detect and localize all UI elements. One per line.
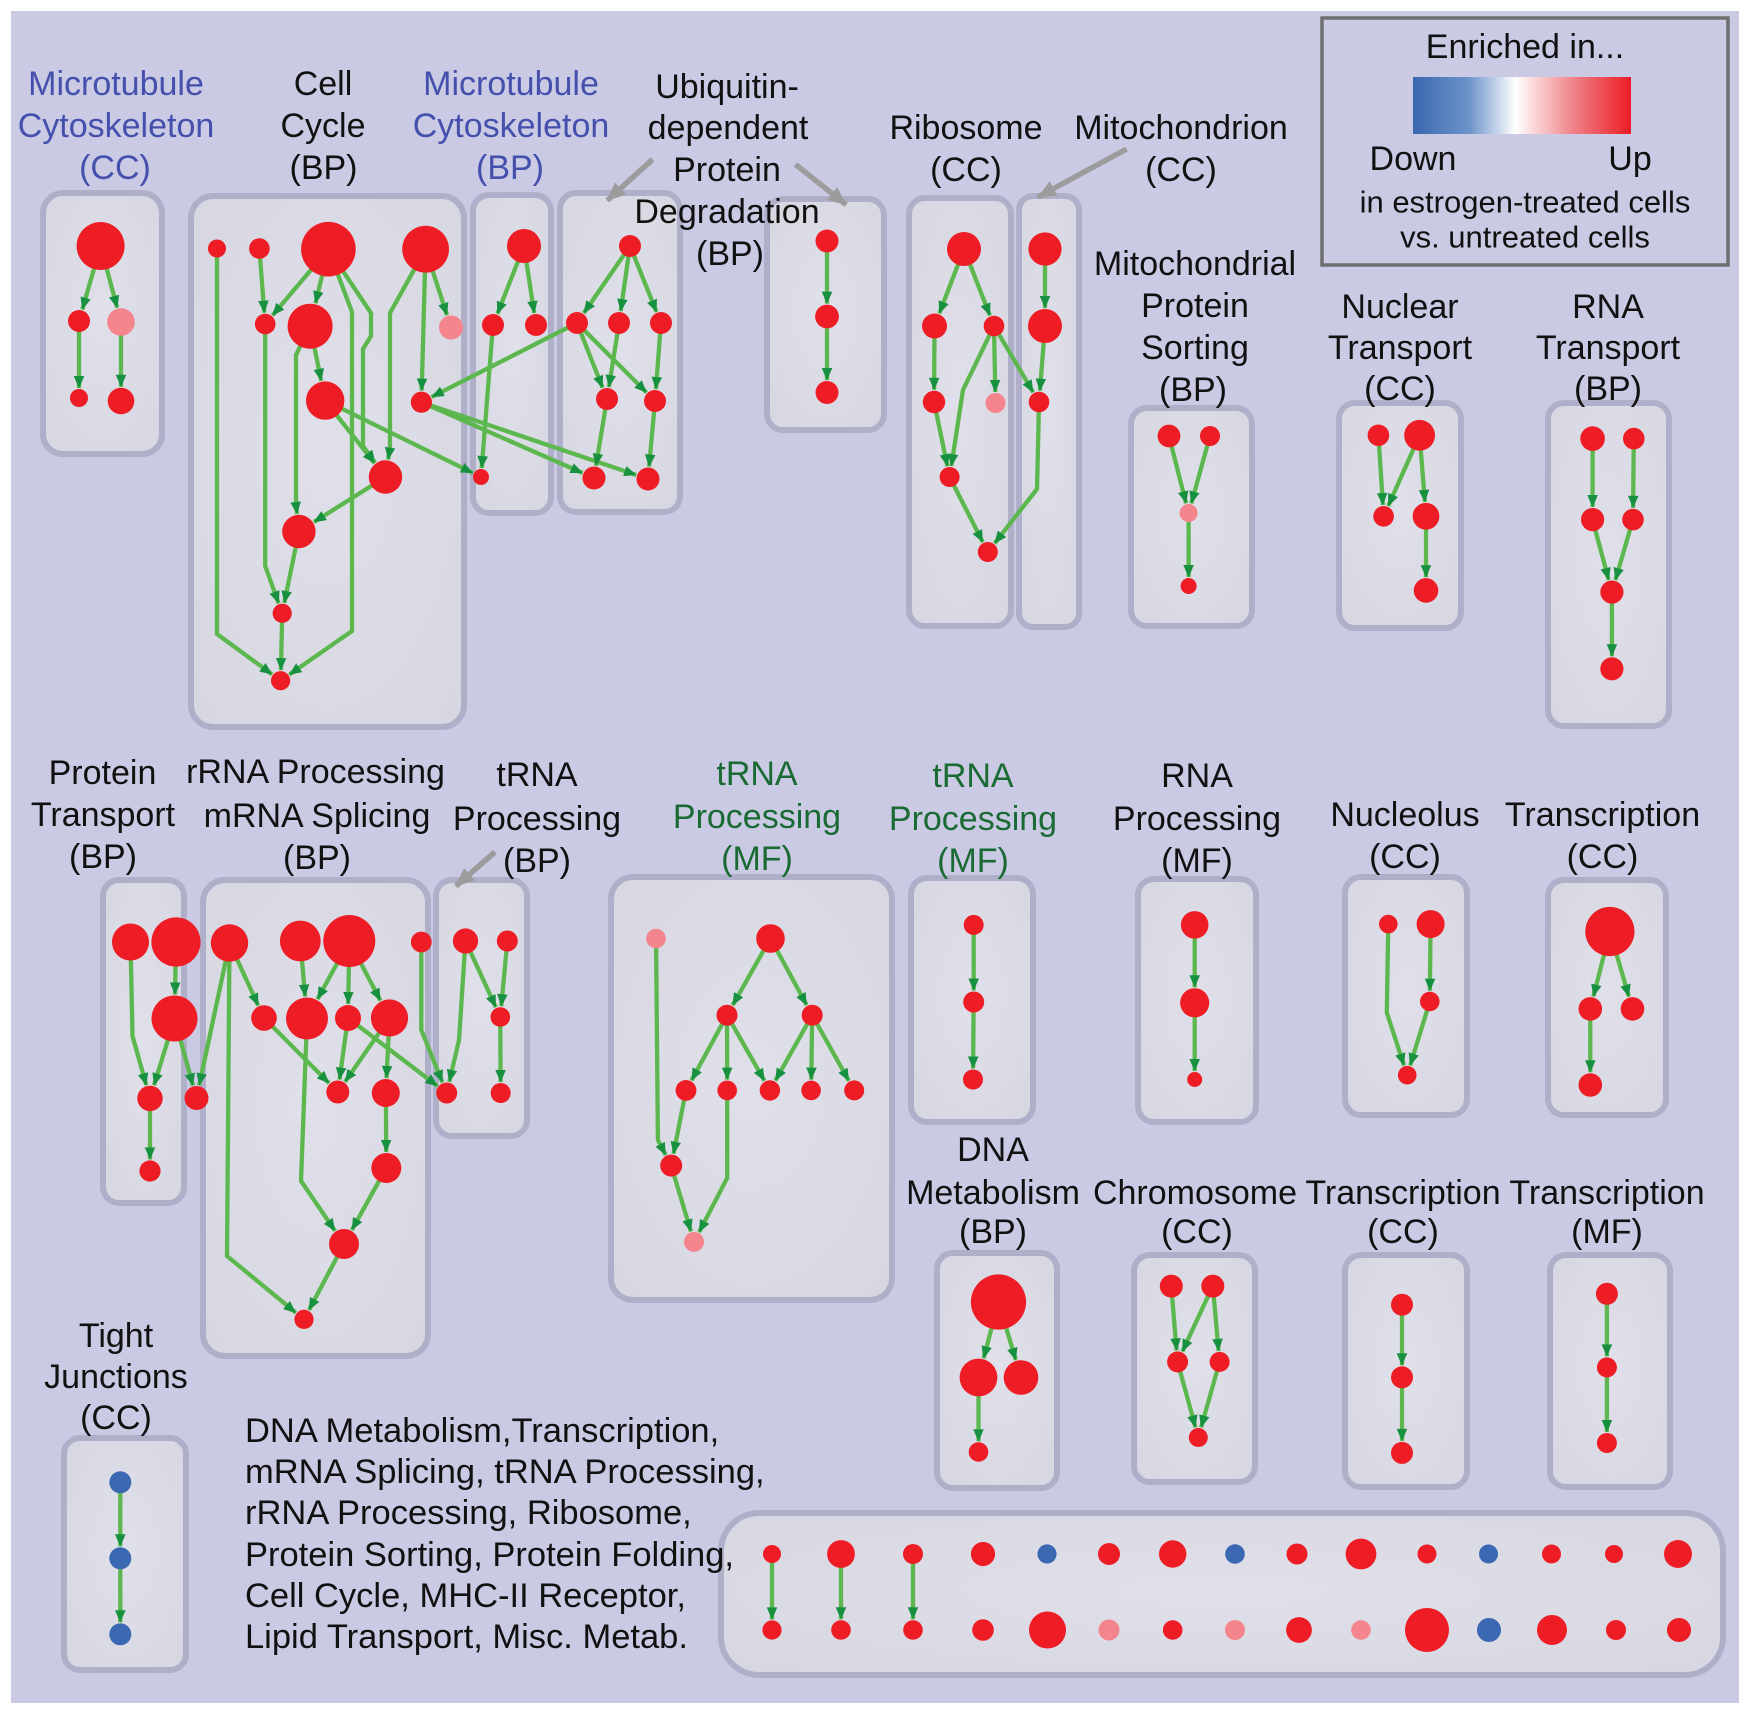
svg-text:Protein: Protein [49,754,157,792]
svg-text:rRNA Processing: rRNA Processing [186,753,445,791]
svg-text:(CC): (CC) [79,149,151,187]
svg-text:(CC): (CC) [1369,838,1441,876]
svg-text:(MF): (MF) [1161,842,1233,880]
svg-text:(BP): (BP) [959,1213,1027,1251]
svg-text:(BP): (BP) [696,235,764,273]
svg-text:(CC): (CC) [80,1399,152,1437]
svg-text:(BP): (BP) [283,839,351,877]
svg-text:Microtubule: Microtubule [28,65,204,103]
svg-text:Processing: Processing [1113,800,1281,838]
svg-text:Chromosome: Chromosome [1093,1174,1297,1212]
svg-text:(BP): (BP) [503,842,571,880]
svg-text:Transport: Transport [31,796,176,834]
svg-text:RNA: RNA [1161,757,1233,795]
svg-text:DNA Metabolism,Transcription,: DNA Metabolism,Transcription, [245,1412,719,1450]
svg-text:tRNA: tRNA [932,757,1014,795]
svg-text:mRNA Splicing, tRNA Processing: mRNA Splicing, tRNA Processing, [245,1453,765,1491]
svg-text:Metabolism: Metabolism [906,1174,1080,1212]
svg-text:Protein: Protein [673,151,781,189]
svg-text:dependent: dependent [648,109,809,147]
svg-text:Transport: Transport [1328,329,1473,367]
svg-text:Junctions: Junctions [44,1358,188,1396]
svg-text:Ribosome: Ribosome [889,109,1042,147]
svg-text:(MF): (MF) [721,840,793,878]
svg-text:Processing: Processing [453,800,621,838]
svg-text:mRNA Splicing: mRNA Splicing [204,797,431,835]
svg-text:Nucleolus: Nucleolus [1330,796,1479,834]
svg-text:Transport: Transport [1536,329,1681,367]
svg-text:Enriched in...: Enriched in... [1426,28,1624,66]
svg-text:tRNA: tRNA [496,756,578,794]
svg-text:(MF): (MF) [1571,1213,1643,1251]
svg-text:Lipid Transport, Misc. Metab.: Lipid Transport, Misc. Metab. [245,1618,688,1656]
svg-text:(CC): (CC) [1567,838,1639,876]
svg-text:Up: Up [1608,140,1651,178]
svg-text:(BP): (BP) [69,838,137,876]
svg-text:Ubiquitin-: Ubiquitin- [655,68,799,106]
svg-text:(CC): (CC) [930,151,1002,189]
svg-text:DNA: DNA [957,1131,1029,1169]
svg-text:Sorting: Sorting [1141,329,1249,367]
svg-text:vs. untreated cells: vs. untreated cells [1400,220,1650,255]
svg-text:(BP): (BP) [290,149,358,187]
svg-text:Cytoskeleton: Cytoskeleton [413,107,610,145]
svg-text:(MF): (MF) [937,842,1009,880]
svg-text:Down: Down [1370,140,1457,178]
svg-text:in estrogen-treated cells: in estrogen-treated cells [1360,185,1691,220]
svg-text:Cycle: Cycle [280,107,365,145]
svg-text:Cell Cycle, MHC-II Receptor,: Cell Cycle, MHC-II Receptor, [245,1577,686,1615]
svg-text:Processing: Processing [889,800,1057,838]
svg-text:Transcription: Transcription [1509,1174,1704,1212]
svg-text:Cell: Cell [294,65,353,103]
svg-text:(BP): (BP) [1159,371,1227,409]
svg-text:(BP): (BP) [476,149,544,187]
svg-text:(BP): (BP) [1574,370,1642,408]
svg-text:Mitochondrial: Mitochondrial [1094,245,1296,283]
svg-text:(CC): (CC) [1145,151,1217,189]
svg-text:(CC): (CC) [1367,1213,1439,1251]
svg-text:Cytoskeleton: Cytoskeleton [18,107,215,145]
svg-text:Degradation: Degradation [634,193,819,231]
svg-text:RNA: RNA [1572,288,1644,326]
svg-text:Transcription: Transcription [1505,796,1700,834]
svg-text:Tight: Tight [79,1317,154,1355]
svg-text:rRNA Processing, Ribosome,: rRNA Processing, Ribosome, [245,1494,692,1532]
svg-text:Processing: Processing [673,798,841,836]
svg-text:(CC): (CC) [1364,370,1436,408]
svg-text:Mitochondrion: Mitochondrion [1074,109,1288,147]
svg-text:Protein Sorting, Protein Foldi: Protein Sorting, Protein Folding, [245,1536,734,1574]
svg-text:(CC): (CC) [1161,1213,1233,1251]
svg-text:Transcription: Transcription [1305,1174,1500,1212]
svg-text:Protein: Protein [1141,287,1249,325]
svg-text:tRNA: tRNA [716,755,798,793]
svg-text:Microtubule: Microtubule [423,65,599,103]
svg-text:Nuclear: Nuclear [1341,288,1458,326]
